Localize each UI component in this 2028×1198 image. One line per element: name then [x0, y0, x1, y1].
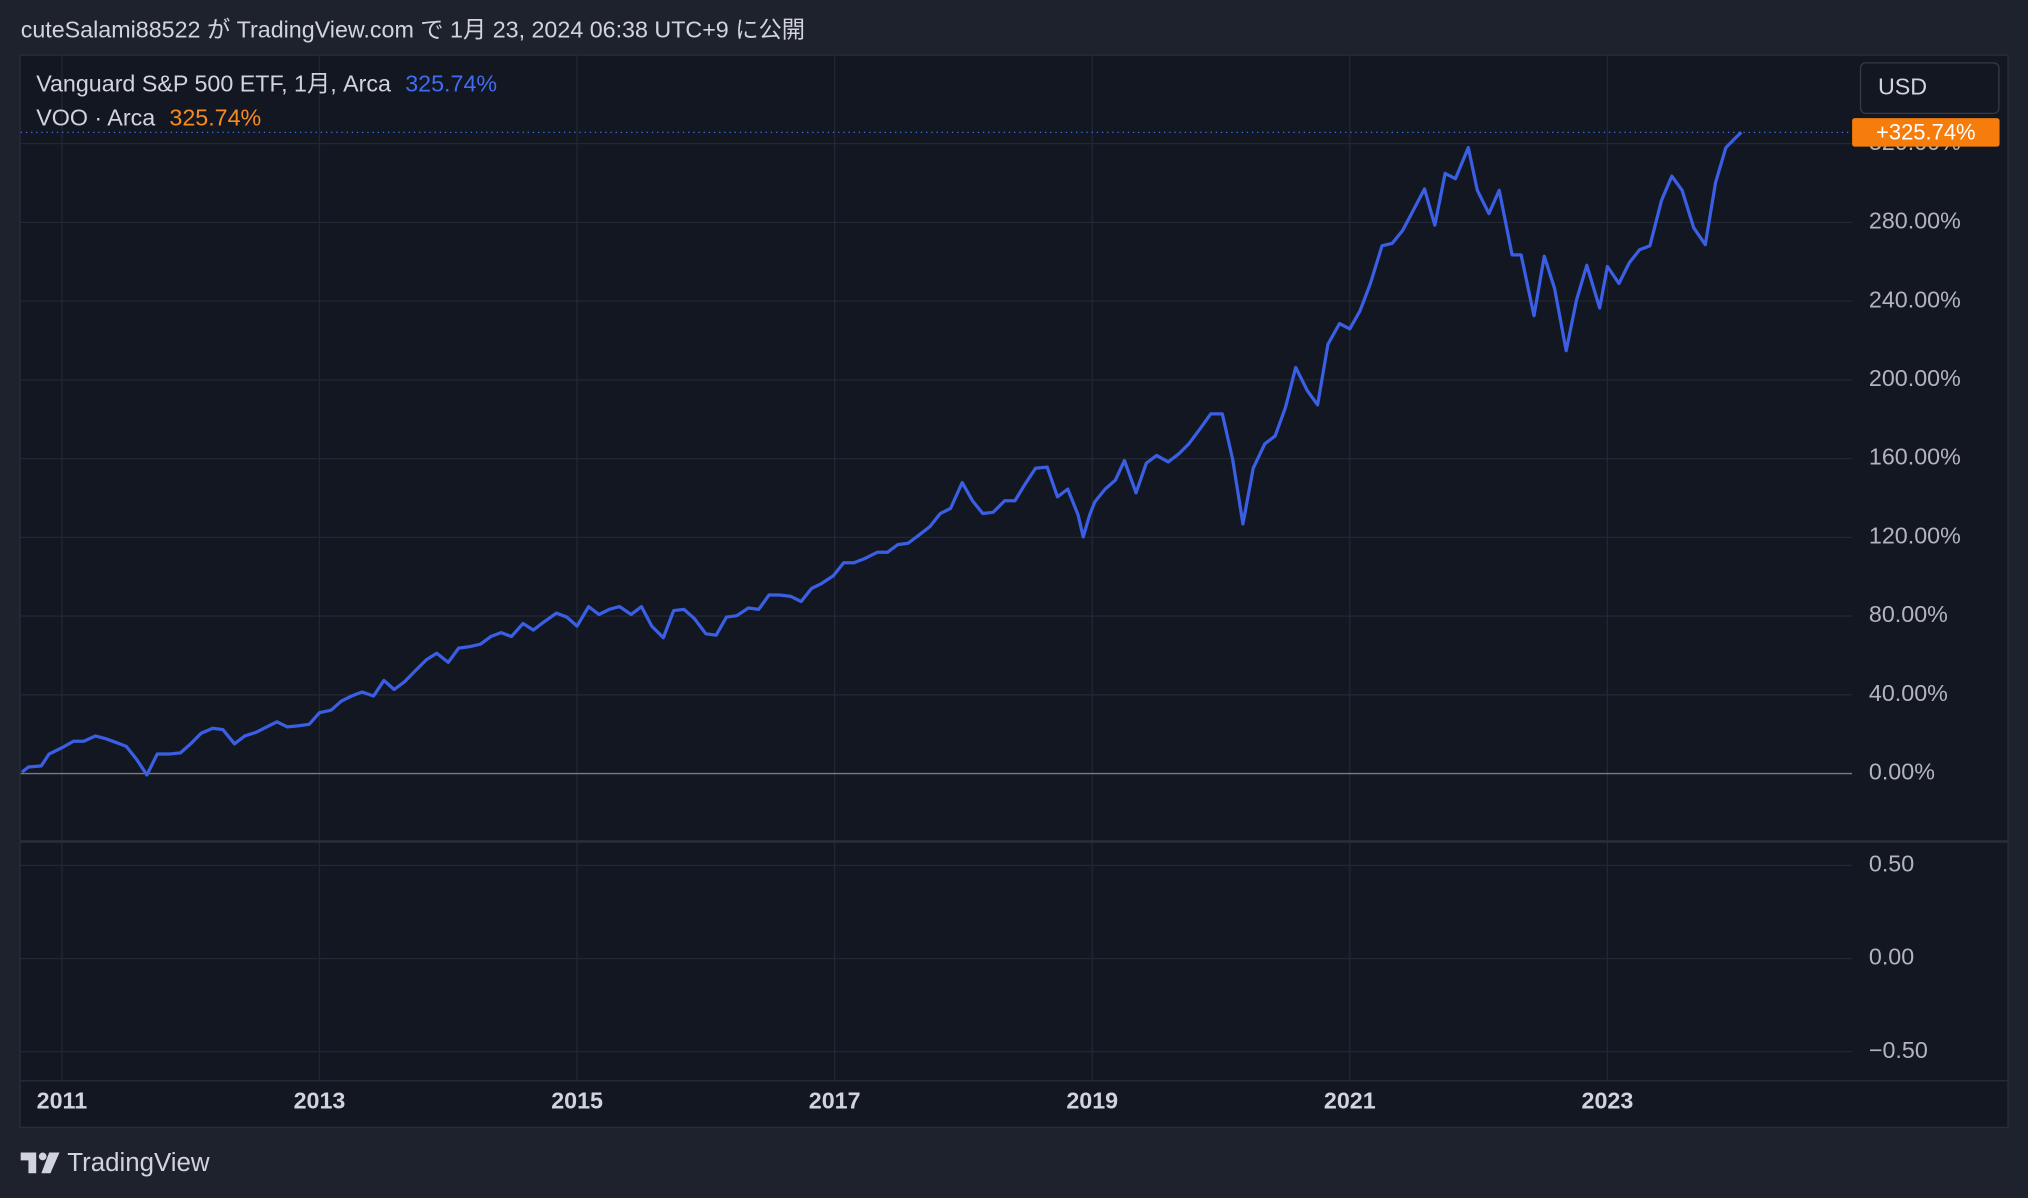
- y-tick-label: 240.00%: [1869, 286, 1961, 312]
- legend-label: VOO · Arca: [36, 104, 155, 130]
- logo-mark: [20, 1152, 37, 1174]
- legend-label: Vanguard S&P 500 ETF, 1月, Arca: [36, 71, 391, 97]
- header-title: cuteSalami88522 が TradingView.com で 1月 2…: [21, 16, 805, 42]
- x-tick-label: 2023: [1582, 1087, 1634, 1113]
- y-tick-label: 40.00%: [1869, 680, 1948, 706]
- logo-dot: [38, 1152, 47, 1161]
- price-badge: [1852, 118, 2000, 147]
- price-badge-label: +325.74%: [1876, 119, 1976, 144]
- y-tick-label: 120.00%: [1869, 522, 1961, 548]
- footer-logo: [20, 1152, 60, 1174]
- currency-label[interactable]: USD: [1878, 73, 1927, 99]
- x-tick-label: 2015: [551, 1087, 603, 1113]
- lower-y-tick-label: −0.50: [1869, 1037, 1928, 1063]
- logo-slash: [41, 1152, 60, 1174]
- legend-value: 325.74%: [405, 71, 497, 97]
- price-line: [20, 131, 1743, 777]
- x-tick-label: 2013: [294, 1087, 346, 1113]
- y-tick-label: 160.00%: [1869, 444, 1961, 470]
- x-tick-label: 2017: [809, 1087, 861, 1113]
- lower-y-tick-label: 0.00: [1869, 944, 1914, 970]
- x-tick-label: 2019: [1066, 1087, 1118, 1113]
- currency-button[interactable]: [1859, 62, 2000, 114]
- legend-value: 325.74%: [169, 104, 261, 130]
- chart-frame: [19, 54, 2009, 1128]
- x-tick-label: 2021: [1324, 1087, 1376, 1113]
- footer-brand: TradingView: [67, 1149, 210, 1177]
- y-tick-label: 280.00%: [1869, 208, 1961, 234]
- y-tick-label: 200.00%: [1869, 365, 1961, 391]
- plot: 2011 2013 2015 2017 2019 2021 2023 0.00% 40.00% 8…: [20, 54, 2000, 1113]
- y-tick-label: 0.00%: [1869, 759, 1935, 785]
- lower-y-tick-label: 0.50: [1869, 851, 1914, 877]
- y-tick-label: 80.00%: [1869, 601, 1948, 627]
- x-tick-label: 2011: [37, 1087, 88, 1113]
